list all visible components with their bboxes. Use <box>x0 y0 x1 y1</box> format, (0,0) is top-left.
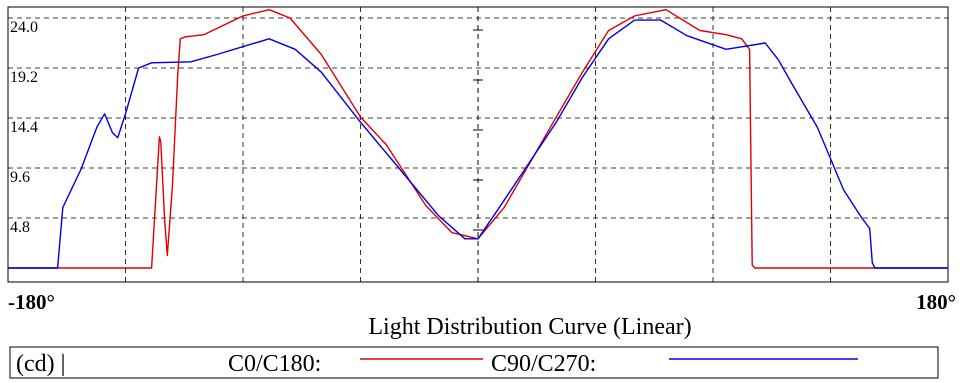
y-tick-label: 24.0 <box>10 19 38 36</box>
series-line-c90-c270 <box>8 19 948 269</box>
chart-series <box>8 8 948 269</box>
legend-unit-label: (cd) | <box>16 351 65 377</box>
legend-label-c90-c270: C90/C270: <box>491 351 596 377</box>
x-tick-label-min: -180° <box>8 290 55 314</box>
y-tick-label: 19.2 <box>10 69 38 86</box>
y-tick-label: 14.4 <box>10 119 38 136</box>
chart-labels: 4.8 9.6 14.4 19.2 24.0 <box>10 19 38 236</box>
chart-title: Light Distribution Curve (Linear) <box>368 314 691 340</box>
legend-box <box>9 346 939 379</box>
legend-label-c0-c180: C0/C180: <box>228 351 321 377</box>
y-tick-label: 4.8 <box>10 219 30 236</box>
chart-grid <box>7 6 949 283</box>
y-tick-label: 9.6 <box>10 169 30 186</box>
series-line-c0-c180 <box>8 8 948 269</box>
x-tick-label-max: 180° <box>916 290 956 314</box>
